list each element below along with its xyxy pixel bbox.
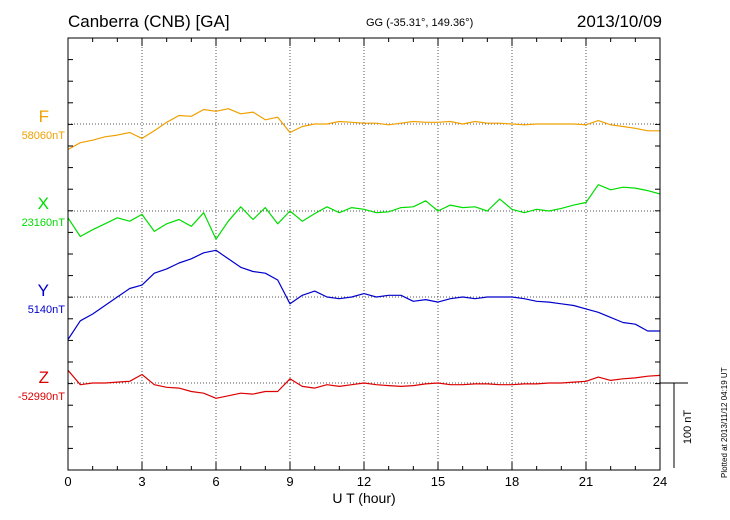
x-tick-label: 12 xyxy=(357,474,371,489)
series-line-x xyxy=(67,184,661,240)
component-label-f: F xyxy=(38,107,49,126)
station-coordinates: GG (-35.31°, 149.36°) xyxy=(366,17,474,29)
baseline-label-z: -52990nT xyxy=(17,391,65,403)
x-axis-label: U T (hour) xyxy=(332,490,395,506)
scale-bar: 100 nT xyxy=(660,382,694,468)
series-line-y xyxy=(67,249,660,340)
x-tick-label: 0 xyxy=(64,474,71,489)
plotted-timestamp: Plotted at 2013/11/12 04:19 UT xyxy=(720,367,729,478)
x-tick-label: 18 xyxy=(505,474,519,489)
x-tick-label: 6 xyxy=(212,474,219,489)
baseline-label-x: 23160nT xyxy=(21,217,65,229)
x-tick-label: 3 xyxy=(138,474,145,489)
x-ticks: 0 3 6 9 12 15 18 21 24 xyxy=(64,38,667,489)
x-tick-label: 24 xyxy=(653,474,667,489)
x-tick-label: 21 xyxy=(579,474,593,489)
component-label-z: Z xyxy=(38,368,49,387)
series-lines xyxy=(67,108,661,399)
baseline-label-y: 5140nT xyxy=(27,304,65,316)
component-label-y: Y xyxy=(37,281,49,300)
component-label-x: X xyxy=(37,194,49,213)
scale-bar-label: 100 nT xyxy=(682,410,694,445)
x-tick-label: 15 xyxy=(431,474,445,489)
series-line-z xyxy=(67,369,661,399)
x-tick-label: 9 xyxy=(286,474,293,489)
baseline-label-f: 58060nT xyxy=(21,130,65,142)
grid xyxy=(68,38,660,470)
date-label: 2013/10/09 xyxy=(576,12,662,31)
station-title: Canberra (CNB) [GA] xyxy=(68,12,230,31)
series-line-f xyxy=(67,108,660,151)
